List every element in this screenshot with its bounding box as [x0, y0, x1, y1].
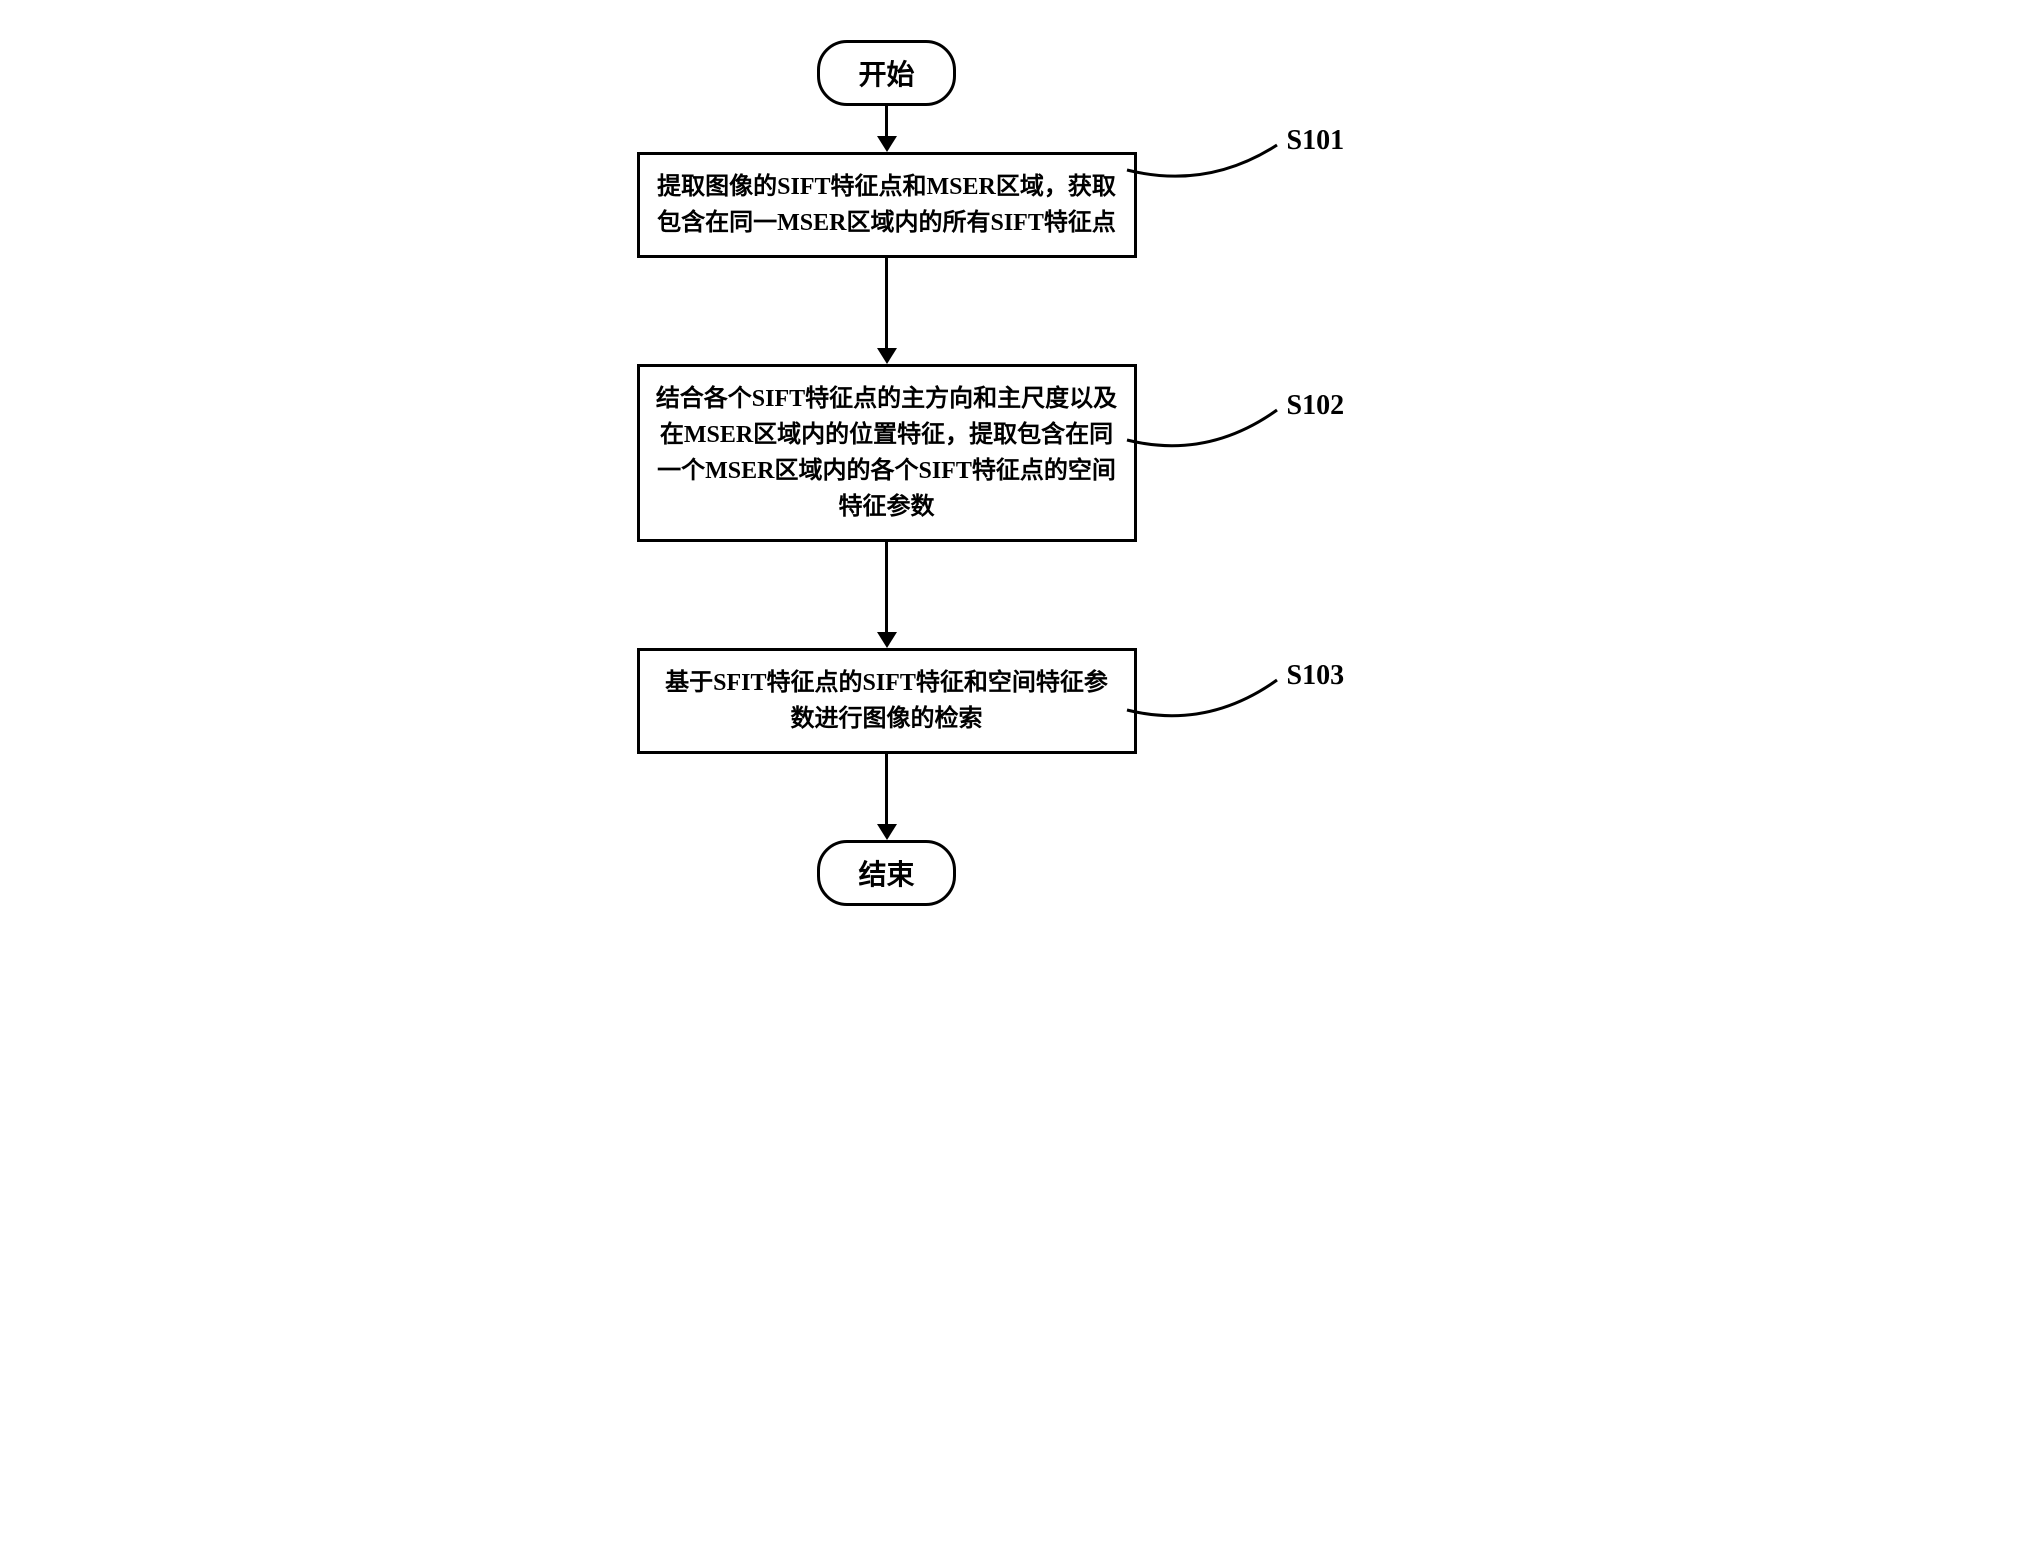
- step-id-s102: S102: [1287, 390, 1345, 421]
- flowchart-container: 开始 提取图像的SIFT特征点和MSER区域，获取包含在同一MSER区域内的所有…: [567, 40, 1467, 906]
- end-terminal: 结束: [817, 840, 955, 906]
- arrow-s102-to-s103: [877, 542, 897, 648]
- arrow-line: [885, 106, 888, 136]
- step-label-s102: S102: [1287, 390, 1345, 422]
- process-text-s102: 结合各个SIFT特征点的主方向和主尺度以及在MSER区域内的位置特征，提取包含在…: [656, 386, 1117, 520]
- arrow-line: [885, 754, 888, 824]
- main-flow-column: 开始 提取图像的SIFT特征点和MSER区域，获取包含在同一MSER区域内的所有…: [627, 40, 1147, 906]
- process-text-s103: 基于SFIT特征点的SIFT特征和空间特征参数进行图像的检索: [665, 670, 1108, 732]
- arrow-s101-to-s102: [877, 258, 897, 364]
- connector-path-s102: [1127, 410, 1277, 446]
- process-box-s101: 提取图像的SIFT特征点和MSER区域，获取包含在同一MSER区域内的所有SIF…: [637, 152, 1137, 258]
- arrow-head-icon: [877, 632, 897, 648]
- arrow-start-to-s101: [877, 106, 897, 152]
- step-id-s101: S101: [1287, 125, 1345, 156]
- arrow-head-icon: [877, 136, 897, 152]
- start-terminal: 开始: [817, 40, 955, 106]
- connector-path-s101: [1127, 145, 1277, 176]
- step-label-s101: S101: [1287, 125, 1345, 157]
- connector-path-s103: [1127, 680, 1277, 716]
- step-id-s103: S103: [1287, 660, 1345, 691]
- arrow-head-icon: [877, 348, 897, 364]
- process-box-s102: 结合各个SIFT特征点的主方向和主尺度以及在MSER区域内的位置特征，提取包含在…: [637, 364, 1137, 542]
- arrow-s103-to-end: [877, 754, 897, 840]
- arrow-line: [885, 258, 888, 348]
- end-label: 结束: [858, 860, 914, 891]
- step-label-s103: S103: [1287, 660, 1345, 692]
- process-box-s103: 基于SFIT特征点的SIFT特征和空间特征参数进行图像的检索: [637, 648, 1137, 754]
- start-label: 开始: [858, 60, 914, 91]
- process-text-s101: 提取图像的SIFT特征点和MSER区域，获取包含在同一MSER区域内的所有SIF…: [657, 174, 1116, 236]
- arrow-head-icon: [877, 824, 897, 840]
- arrow-line: [885, 542, 888, 632]
